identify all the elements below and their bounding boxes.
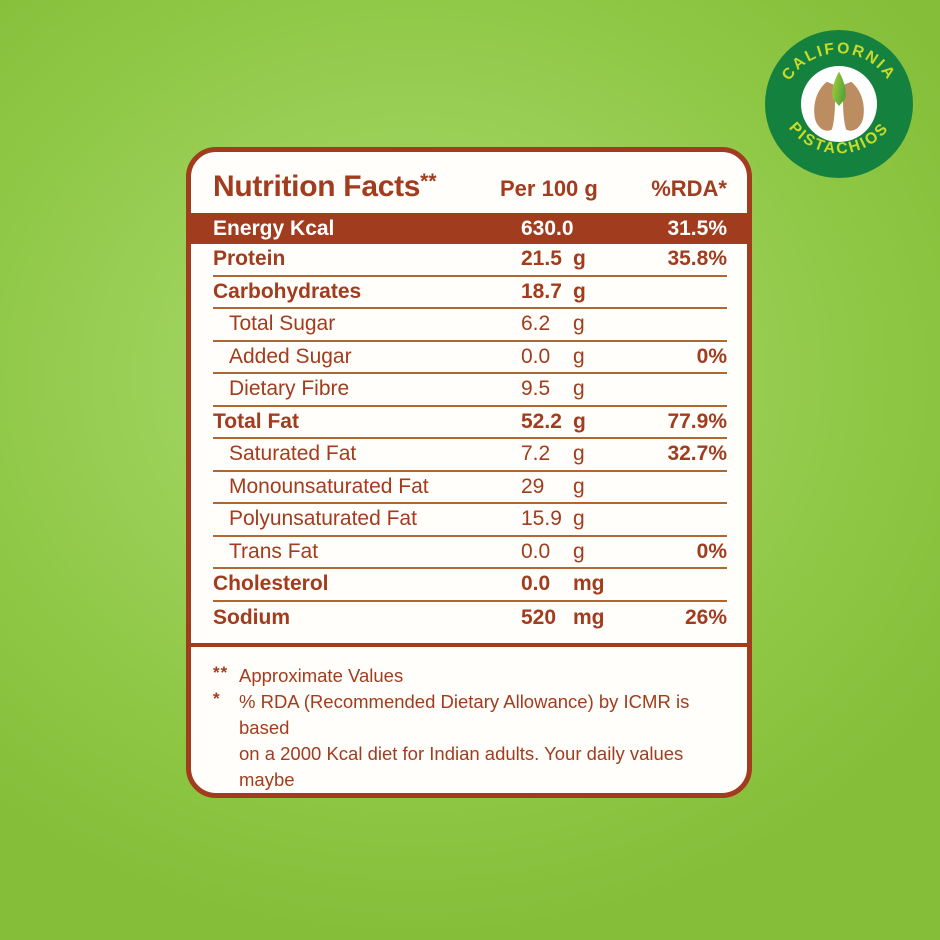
row-label: Total Sugar xyxy=(229,312,336,336)
row-label: Protein xyxy=(213,247,286,271)
footnote-approximate-values: ** Approximate Values xyxy=(213,663,723,689)
row-label: Added Sugar xyxy=(229,344,352,368)
row-label: Total Fat xyxy=(213,409,299,433)
row-label: Monounsaturated Fat xyxy=(229,474,429,498)
nutrient-row-protein: Protein 21.5 g 35.8% xyxy=(213,244,727,277)
row-label: Polyunsaturated Fat xyxy=(229,507,417,531)
row-unit: g xyxy=(573,247,586,271)
nutrient-row-saturated-fat: Saturated Fat 7.2 g 32.7% xyxy=(213,439,727,472)
row-value: 9.5 xyxy=(521,377,551,401)
row-label: Cholesterol xyxy=(213,572,329,596)
footnote-line: % RDA (Recommended Dietary Allowance) by… xyxy=(239,691,690,738)
nutrient-row-trans-fat: Trans Fat 0.0 g 0% xyxy=(213,537,727,569)
energy-label: Energy Kcal xyxy=(213,216,335,240)
row-label: Trans Fat xyxy=(229,539,319,563)
footnote-text: % RDA (Recommended Dietary Allowance) by… xyxy=(239,689,723,798)
pistachio-icon xyxy=(814,71,864,131)
panel-title: Nutrition Facts** xyxy=(213,170,521,204)
row-value: 0.0 xyxy=(521,572,551,596)
nutrient-row-monounsaturated-fat: Monounsaturated Fat 29 g xyxy=(213,472,727,504)
california-pistachios-badge: CALIFORNIA PISTACHIOS xyxy=(764,29,914,179)
panel-title-marker: ** xyxy=(420,170,437,193)
nutrient-row-added-sugar: Added Sugar 0.0 g 0% xyxy=(213,342,727,374)
row-unit: mg xyxy=(573,572,605,596)
nutrient-row-cholesterol: Cholesterol 0.0 mg xyxy=(213,569,727,602)
row-value: 52.2 xyxy=(521,409,562,433)
row-value: 520 xyxy=(521,605,557,629)
energy-rda: 31.5% xyxy=(667,216,727,240)
row-unit: mg xyxy=(573,605,605,629)
nutrient-row-total-sugar: Total Sugar 6.2 g xyxy=(213,309,727,342)
panel-header: Nutrition Facts** Per 100 g %RDA* xyxy=(191,152,747,213)
footnote-marker: ** xyxy=(213,663,229,682)
row-unit: g xyxy=(573,474,585,498)
row-rda: 26% xyxy=(684,605,727,629)
row-value: 15.9 xyxy=(521,507,562,531)
row-unit: g xyxy=(573,539,585,563)
footnote-text: Approximate Values xyxy=(239,663,403,689)
row-value: 0.0 xyxy=(521,344,551,368)
footnote-marker: * xyxy=(213,689,221,708)
row-rda: 32.7% xyxy=(667,442,727,466)
row-label: Saturated Fat xyxy=(229,442,357,466)
row-value: 18.7 xyxy=(521,279,562,303)
nutrient-row-polyunsaturated-fat: Polyunsaturated Fat 15.9 g xyxy=(213,504,727,537)
row-label: Sodium xyxy=(213,605,290,629)
energy-value: 630.0 xyxy=(521,216,574,240)
badge-svg: CALIFORNIA PISTACHIOS xyxy=(765,30,913,178)
row-value: 0.0 xyxy=(521,539,551,563)
footnote-rda-explanation: * % RDA (Recommended Dietary Allowance) … xyxy=(213,689,723,798)
energy-row: Energy Kcal 630.0 31.5% xyxy=(191,213,747,244)
row-unit: g xyxy=(573,442,585,466)
row-unit: g xyxy=(573,507,585,531)
row-value: 21.5 xyxy=(521,247,562,271)
row-rda: 77.9% xyxy=(667,409,727,433)
row-value: 29 xyxy=(521,474,545,498)
footer-divider xyxy=(191,643,747,647)
row-label: Dietary Fibre xyxy=(229,377,350,401)
row-value: 7.2 xyxy=(521,442,551,466)
row-unit: g xyxy=(573,409,586,433)
row-unit: g xyxy=(573,312,585,336)
nutrient-row-total-fat: Total Fat 52.2 g 77.9% xyxy=(213,407,727,439)
footnote-line: higher or lower depending on your calori… xyxy=(239,793,723,798)
footnote-line: Approximate Values xyxy=(239,665,404,686)
row-rda: 0% xyxy=(696,344,727,368)
nutrient-row-dietary-fibre: Dietary Fibre 9.5 g xyxy=(213,374,727,407)
row-rda: 35.8% xyxy=(667,247,727,271)
footnote-line: on a 2000 Kcal diet for Indian adults. Y… xyxy=(239,743,684,790)
row-unit: g xyxy=(573,344,585,368)
nutrient-row-carbohydrates: Carbohydrates 18.7 g xyxy=(213,277,727,309)
row-unit: g xyxy=(573,279,586,303)
row-rda: 0% xyxy=(696,539,727,563)
column-header-amount: Per 100 g xyxy=(500,176,598,201)
row-unit: g xyxy=(573,377,585,401)
panel-title-text: Nutrition Facts xyxy=(213,170,421,203)
column-header-rda: %RDA* xyxy=(651,176,727,201)
footnotes: ** Approximate Values * % RDA (Recommend… xyxy=(191,647,747,798)
row-value: 6.2 xyxy=(521,312,551,336)
nutrient-table: Protein 21.5 g 35.8% Carbohydrates 18.7 … xyxy=(213,244,727,634)
row-label: Carbohydrates xyxy=(213,279,362,303)
nutrient-row-sodium: Sodium 520 mg 26% xyxy=(213,602,727,635)
nutrition-facts-panel: Nutrition Facts** Per 100 g %RDA* Energy… xyxy=(186,147,752,798)
